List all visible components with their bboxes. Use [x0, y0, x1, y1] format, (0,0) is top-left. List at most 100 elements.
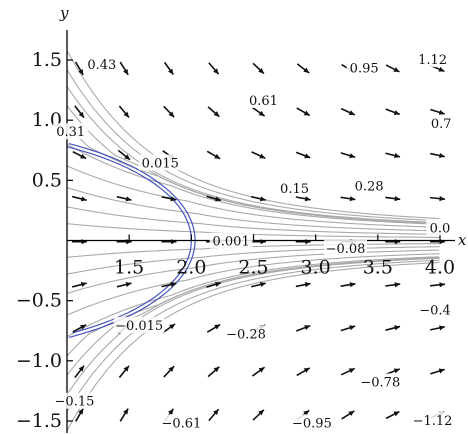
svg-text:1.12: 1.12	[418, 53, 447, 68]
streamline	[66, 50, 440, 220]
contour-label: 0.61	[245, 91, 282, 109]
direction-arrow	[162, 323, 176, 334]
contour-label: 0.31	[53, 123, 89, 140]
direction-arrow	[161, 196, 177, 202]
y-tick-label: 1.5	[32, 49, 62, 71]
contour-label: −1.12	[411, 411, 455, 429]
direction-arrow	[206, 281, 222, 288]
contour-label: 0.28	[351, 177, 387, 194]
streamline	[66, 86, 440, 224]
direction-arrow	[207, 106, 220, 118]
direction-arrow	[340, 152, 356, 159]
svg-text:0.015: 0.015	[142, 157, 179, 172]
direction-arrow	[252, 409, 265, 421]
x-tick-label: 4.0	[425, 257, 455, 279]
direction-arrow	[296, 63, 310, 74]
svg-text:0.15: 0.15	[280, 182, 309, 197]
direction-arrow	[295, 196, 311, 202]
x-tick-label: 1.5	[114, 257, 144, 279]
direction-arrow	[385, 108, 401, 116]
x-tick-label: 3.5	[363, 257, 393, 279]
svg-text:0.0: 0.0	[430, 221, 451, 236]
contour-label: −0.015	[113, 316, 165, 334]
direction-arrow	[296, 367, 311, 377]
direction-arrow	[161, 282, 177, 288]
direction-arrow	[208, 62, 220, 75]
streamline	[66, 257, 439, 376]
x-tick-label: 2.0	[176, 257, 206, 279]
direction-arrow	[119, 408, 129, 422]
direction-arrow	[206, 195, 222, 202]
streamline	[66, 257, 440, 395]
svg-text:−0.15: −0.15	[55, 395, 95, 410]
direction-arrow	[385, 325, 401, 331]
direction-arrow	[296, 107, 311, 117]
contour-label: −0.4	[417, 301, 453, 318]
direction-arrows	[71, 61, 446, 422]
direction-arrow	[208, 408, 220, 422]
streamline	[66, 261, 440, 431]
direction-arrow	[385, 282, 401, 288]
svg-text:−0.95: −0.95	[292, 416, 332, 431]
contour-label: −0.08	[324, 239, 368, 257]
streamline	[66, 187, 440, 232]
y-tick-label: −1.5	[16, 410, 62, 432]
direction-arrow	[207, 366, 220, 378]
streamline	[66, 249, 440, 294]
svg-text:0.61: 0.61	[249, 94, 278, 109]
streamline	[66, 143, 439, 225]
svg-text:0.31: 0.31	[56, 125, 85, 140]
direction-arrow	[430, 108, 445, 115]
direction-arrow	[251, 366, 266, 377]
direction-arrow	[429, 282, 446, 288]
x-tick-label: 2.5	[238, 257, 268, 279]
direction-arrow	[116, 281, 132, 288]
streamline	[66, 124, 440, 224]
direction-arrow	[295, 324, 311, 332]
streamline	[66, 246, 440, 275]
streamlines	[66, 50, 440, 431]
direction-arrow	[117, 149, 131, 161]
direction-arrow	[385, 64, 400, 73]
streamline	[66, 259, 440, 412]
direction-arrow	[116, 195, 132, 202]
direction-arrow	[430, 368, 445, 375]
contour-label: −0.15	[52, 392, 96, 410]
svg-text:−0.78: −0.78	[360, 375, 400, 390]
direction-arrow	[385, 152, 401, 159]
direction-arrow	[74, 105, 85, 119]
direction-arrow	[250, 281, 266, 288]
direction-arrow	[385, 410, 400, 420]
contour-label: 0.95	[346, 59, 382, 76]
direction-arrow	[206, 323, 221, 333]
direction-arrow	[385, 196, 401, 202]
direction-arrow	[163, 365, 175, 378]
contour-label: −0.78	[358, 373, 402, 390]
svg-text:0.43: 0.43	[87, 58, 116, 73]
direction-arrow	[430, 152, 446, 159]
direction-arrow	[340, 107, 356, 116]
direction-arrow	[206, 150, 221, 160]
direction-arrow	[340, 196, 356, 202]
svg-text:−0.015: −0.015	[115, 319, 163, 334]
svg-text:0.001: 0.001	[213, 235, 250, 250]
streamline	[66, 256, 439, 338]
direction-arrow	[252, 62, 265, 75]
contour-label: −0.61	[159, 414, 203, 431]
direction-arrow	[340, 282, 356, 288]
direction-arrow	[119, 61, 129, 76]
svg-text:−0.08: −0.08	[326, 242, 366, 257]
svg-text:0.95: 0.95	[350, 61, 379, 76]
direction-arrow	[385, 368, 401, 376]
contour-label: 0.001	[209, 232, 253, 250]
direction-arrow	[295, 151, 311, 159]
contour-label: −0.28	[224, 325, 268, 342]
svg-text:0.28: 0.28	[355, 179, 384, 194]
direction-arrow	[118, 105, 130, 119]
contour-label: 0.43	[84, 55, 120, 73]
svg-text:−0.61: −0.61	[161, 416, 201, 431]
axes	[66, 30, 455, 433]
contour-label: 0.7	[427, 114, 455, 132]
